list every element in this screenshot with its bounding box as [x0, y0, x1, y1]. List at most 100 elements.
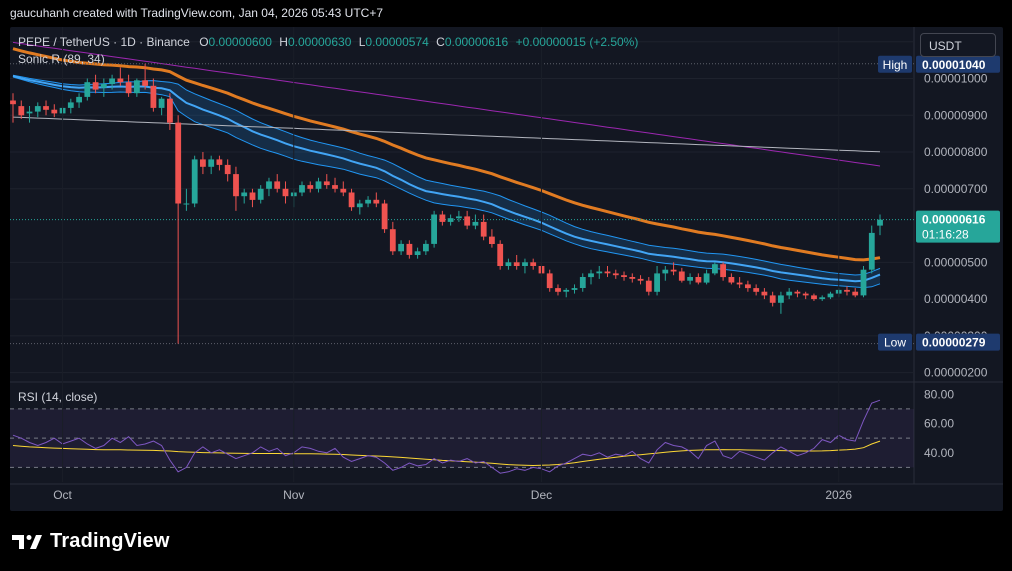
- currency-button[interactable]: USDT: [920, 33, 996, 57]
- candle-body: [34, 106, 41, 112]
- candle-body: [629, 277, 636, 279]
- tradingview-brand: TradingView: [50, 530, 170, 552]
- candle-body: [604, 271, 611, 274]
- candle-body: [224, 164, 231, 175]
- ema34-low-line: [12, 76, 881, 289]
- candle-body: [778, 295, 784, 303]
- candle-body: [712, 264, 718, 274]
- candle-body: [117, 78, 124, 83]
- candle-body: [125, 82, 132, 94]
- price-tick-label: 0.00000200: [924, 366, 988, 380]
- candle-body: [621, 275, 627, 277]
- candle-body: [645, 280, 652, 292]
- candle-body: [464, 216, 471, 226]
- candle-body: [439, 214, 446, 222]
- candle-body: [522, 262, 528, 266]
- candle-body: [340, 188, 347, 193]
- candle-body: [43, 106, 49, 110]
- candle-body: [134, 80, 140, 94]
- candle-body: [100, 84, 107, 88]
- candle-body: [423, 243, 429, 252]
- rsi-tick-label: 60.00: [924, 417, 954, 431]
- candle-body: [571, 288, 578, 290]
- candle-body: [266, 181, 272, 189]
- candle-body: [695, 277, 702, 283]
- candle-body: [92, 82, 99, 90]
- sonic-dragon-band: [13, 75, 880, 288]
- high-value: 0.00000630: [287, 35, 352, 49]
- price-tick-label: 0.00000800: [924, 145, 988, 159]
- candle-body: [356, 203, 363, 208]
- ema89-line: [12, 47, 881, 262]
- candle-body: [51, 109, 58, 114]
- ema34-high-line: [12, 74, 881, 276]
- time-axis-label: Dec: [531, 488, 552, 502]
- candle-body: [323, 181, 330, 186]
- candle-body: [18, 106, 25, 116]
- price-tick-label: 0.00000700: [924, 182, 988, 196]
- candle-body: [431, 214, 437, 244]
- candle-body: [868, 232, 875, 270]
- indicator-legend[interactable]: Sonic R (89, 34): [18, 52, 105, 66]
- candle-body: [76, 96, 82, 103]
- candle-body: [381, 203, 388, 230]
- candle-body: [282, 188, 289, 197]
- candle-body: [480, 221, 487, 237]
- candle-body: [654, 273, 660, 292]
- low-value: 0.00000574: [365, 35, 429, 49]
- candle-body: [678, 271, 685, 281]
- symbol-title[interactable]: PEPE / TetherUS · 1D · Binance: [18, 35, 190, 49]
- candle-body: [579, 277, 586, 288]
- low-badge-label: Low: [884, 336, 906, 350]
- symbol-legend: PEPE / TetherUS · 1D · Binance O0.000006…: [18, 35, 638, 49]
- candle-body: [546, 273, 553, 289]
- rsi-tick-label: 40.00: [924, 446, 954, 460]
- price-tick-label: 0.00000900: [924, 108, 988, 122]
- candle-body: [670, 269, 677, 272]
- candle-body: [761, 291, 768, 296]
- candle-body: [183, 203, 190, 205]
- candle-body: [249, 192, 256, 200]
- price-tick-label: 0.00001000: [924, 71, 988, 85]
- ema610-line: [12, 116, 881, 153]
- candle-body: [200, 159, 206, 167]
- time-axis-label: Oct: [53, 488, 72, 502]
- candle-body: [241, 192, 248, 197]
- candle-body: [786, 291, 793, 296]
- price-tick-label: 0.00000500: [924, 255, 988, 269]
- chart-canvas[interactable]: 0.000011000.000010000.000009000.00000800…: [10, 27, 1003, 511]
- ema200-line: [12, 41, 881, 167]
- candle-body: [109, 78, 115, 84]
- candle-body: [811, 295, 817, 300]
- low-badge-value-bg: [916, 333, 1000, 351]
- candle-body: [26, 111, 33, 114]
- candle-body: [769, 295, 776, 303]
- candle-body: [844, 289, 850, 292]
- candle-body: [596, 271, 603, 274]
- candle-body: [167, 98, 173, 123]
- candle-body: [348, 192, 355, 208]
- candle-body: [637, 278, 644, 281]
- candle-body: [447, 218, 454, 222]
- candle-body: [612, 273, 619, 276]
- candle-body: [728, 277, 735, 283]
- candle-body: [753, 288, 760, 292]
- candle-body: [216, 159, 223, 165]
- candle-body: [67, 102, 74, 108]
- chart-frame[interactable]: 0.000011000.000010000.000009000.00000800…: [10, 27, 1003, 511]
- change-value: +0.00000015 (+2.50%): [515, 35, 639, 49]
- candle-body: [513, 262, 520, 266]
- high-label: H: [279, 35, 288, 49]
- ema34-close-line: [12, 74, 881, 283]
- candle-body: [315, 181, 322, 189]
- candle-body: [555, 288, 561, 292]
- open-value: 0.00000600: [208, 35, 272, 49]
- candle-body: [662, 269, 669, 274]
- close-label: C: [436, 35, 445, 49]
- open-label: O: [199, 35, 209, 49]
- candle-body: [530, 262, 537, 266]
- candle-body: [208, 159, 215, 167]
- candle-body: [563, 289, 570, 292]
- candle-body: [257, 188, 264, 200]
- rsi-tick-label: 80.00: [924, 387, 954, 401]
